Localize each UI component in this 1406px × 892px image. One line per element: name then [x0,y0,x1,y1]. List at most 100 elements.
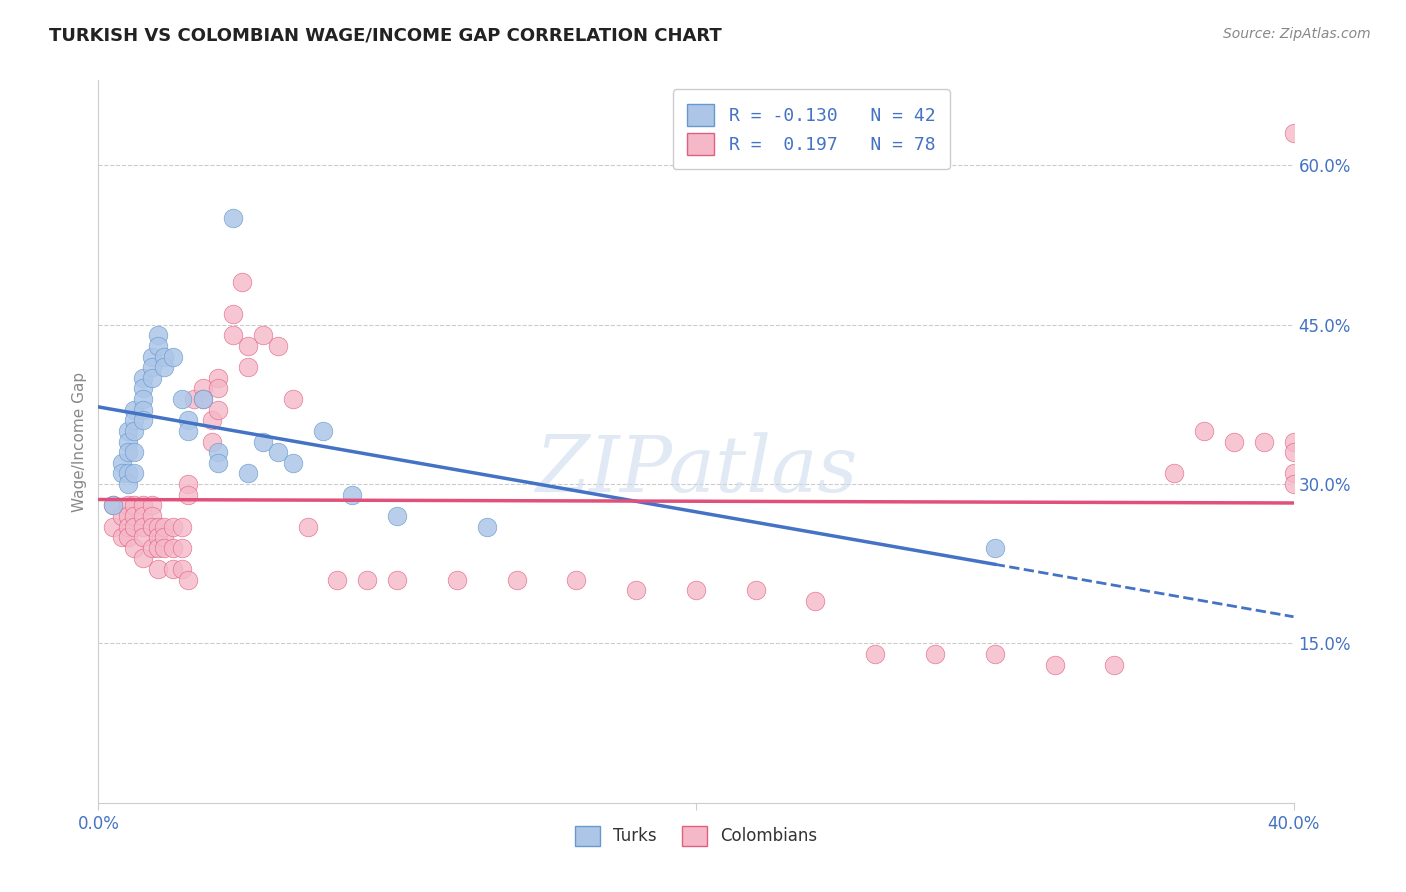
Y-axis label: Wage/Income Gap: Wage/Income Gap [72,371,87,512]
Colombians [132,498,155,512]
Colombians [103,498,125,512]
Colombians [1223,434,1246,449]
Turks [124,467,146,481]
Colombians [446,573,468,587]
Colombians [162,562,184,576]
Legend: Turks, Colombians: Turks, Colombians [561,813,831,860]
Turks [191,392,214,406]
Colombians [117,530,139,544]
Colombians [385,573,409,587]
Turks [385,508,409,523]
Turks [475,519,498,533]
Colombians [132,519,155,533]
Turks [124,402,146,417]
Colombians [111,508,134,523]
Turks [124,424,146,438]
Colombians [117,498,139,512]
Colombians [565,573,588,587]
Colombians [865,647,887,661]
Colombians [141,541,163,555]
Colombians [222,328,245,343]
Colombians [111,530,134,544]
Colombians [177,573,200,587]
Colombians [1104,657,1126,672]
Colombians [207,371,229,385]
Colombians [1282,445,1305,459]
Colombians [132,551,155,566]
Colombians [117,519,139,533]
Colombians [132,508,155,523]
Colombians [141,498,163,512]
Turks [124,445,146,459]
Colombians [162,541,184,555]
Colombians [148,530,170,544]
Turks [153,360,176,375]
Text: ZIPatlas: ZIPatlas [534,433,858,508]
Colombians [191,381,214,395]
Turks [117,434,139,449]
Turks [177,413,200,427]
Colombians [222,307,245,321]
Colombians [1282,434,1305,449]
Colombians [148,541,170,555]
Turks [111,456,134,470]
Turks [117,467,139,481]
Turks [177,424,200,438]
Turks [141,350,163,364]
Colombians [103,519,125,533]
Colombians [141,519,163,533]
Turks [111,467,134,481]
Turks [132,413,155,427]
Turks [117,424,139,438]
Colombians [201,413,224,427]
Text: TURKISH VS COLOMBIAN WAGE/INCOME GAP CORRELATION CHART: TURKISH VS COLOMBIAN WAGE/INCOME GAP COR… [49,27,721,45]
Turks [207,445,229,459]
Colombians [124,498,146,512]
Colombians [506,573,529,587]
Turks [342,488,364,502]
Colombians [201,434,224,449]
Colombians [236,339,259,353]
Turks [252,434,274,449]
Colombians [153,519,176,533]
Turks [222,211,245,226]
Colombians [141,508,163,523]
Colombians [132,530,155,544]
Colombians [685,583,707,598]
Turks [103,498,125,512]
Colombians [172,519,194,533]
Colombians [148,519,170,533]
Colombians [177,488,200,502]
Colombians [267,339,290,353]
Colombians [984,647,1007,661]
Colombians [326,573,349,587]
Turks [117,477,139,491]
Colombians [124,508,146,523]
Colombians [162,519,184,533]
Colombians [183,392,205,406]
Colombians [924,647,946,661]
Colombians [626,583,648,598]
Turks [148,339,170,353]
Colombians [252,328,274,343]
Turks [132,402,155,417]
Colombians [1282,477,1305,491]
Colombians [1282,127,1305,141]
Colombians [236,360,259,375]
Colombians [745,583,768,598]
Colombians [117,508,139,523]
Colombians [153,541,176,555]
Colombians [804,594,827,608]
Colombians [1282,467,1305,481]
Turks [124,413,146,427]
Turks [153,350,176,364]
Colombians [1043,657,1066,672]
Turks [132,381,155,395]
Text: Source: ZipAtlas.com: Source: ZipAtlas.com [1223,27,1371,41]
Turks [132,392,155,406]
Colombians [172,562,194,576]
Turks [236,467,259,481]
Turks [311,424,333,438]
Turks [172,392,194,406]
Turks [117,445,139,459]
